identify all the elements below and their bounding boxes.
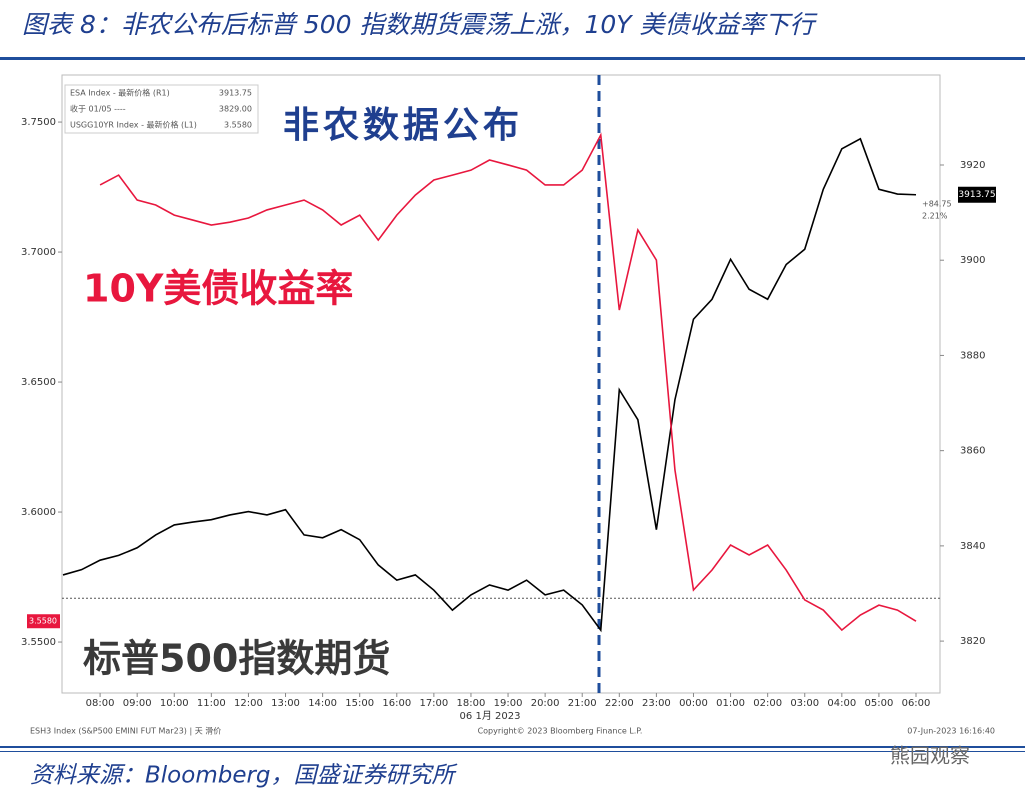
x-tick-label: 17:00 bbox=[419, 698, 448, 709]
date-label: 06 1月 2023 bbox=[460, 710, 521, 722]
legend-value: 3829.00 bbox=[219, 105, 252, 114]
footer-rule bbox=[0, 751, 1025, 752]
x-tick-label: 02:00 bbox=[753, 698, 782, 709]
annotation: 标普500指数期货 bbox=[83, 637, 390, 681]
x-tick-label: 12:00 bbox=[234, 698, 263, 709]
x-tick-label: 00:00 bbox=[679, 698, 708, 709]
title-rule bbox=[0, 57, 1025, 60]
x-tick-label: 09:00 bbox=[123, 698, 152, 709]
y2-tick-label: 3880 bbox=[960, 350, 985, 361]
last-tag bbox=[27, 614, 60, 629]
x-tick-label: 13:00 bbox=[271, 698, 300, 709]
annotation: 10Y美债收益率 bbox=[83, 267, 353, 311]
x-tick-label: 16:00 bbox=[382, 698, 411, 709]
series-line bbox=[99, 132, 917, 632]
legend bbox=[64, 84, 259, 134]
y2-tick-label: 3900 bbox=[960, 255, 985, 266]
x-tick-label: 23:00 bbox=[642, 698, 671, 709]
plot-frame bbox=[61, 74, 941, 694]
series-line bbox=[62, 137, 917, 633]
y2-tick-label: 3820 bbox=[960, 636, 985, 647]
x-tick-label: 01:00 bbox=[716, 698, 745, 709]
x-tick-label: 21:00 bbox=[568, 698, 597, 709]
footer-right: 07-Jun-2023 16:16:40 bbox=[907, 727, 995, 736]
footer-center: Copyright© 2023 Bloomberg Finance L.P. bbox=[478, 727, 643, 736]
y-tick-label: 3.6500 bbox=[21, 377, 56, 388]
x-tick-label: 05:00 bbox=[864, 698, 893, 709]
x-tick-label: 10:00 bbox=[160, 698, 189, 709]
y2-tick-label: 3920 bbox=[960, 160, 985, 171]
y-tick-label: 3.6000 bbox=[21, 507, 56, 518]
legend-label: ESA Index - 最新价格 (R1) bbox=[70, 88, 170, 98]
x-tick-label: 08:00 bbox=[86, 698, 115, 709]
source: 资料来源：Bloomberg，国盛证券研究所 bbox=[30, 763, 458, 789]
change: +84.75 bbox=[922, 200, 952, 209]
legend-label: 收于 01/05 ---- bbox=[70, 104, 126, 114]
legend-label: USGG10YR Index - 最新价格 (L1) bbox=[70, 120, 197, 130]
footer-left: ESH3 Index (S&P500 EMINI FUT Mar23) | 天 … bbox=[30, 726, 221, 736]
y-tick-label: 3.7500 bbox=[21, 117, 56, 128]
x-tick-label: 15:00 bbox=[345, 698, 374, 709]
y-tick-label: 3.7000 bbox=[21, 247, 56, 258]
change-pct: 2.21% bbox=[922, 212, 948, 221]
watermark: 熊园观察 bbox=[890, 744, 970, 768]
x-tick-label: 14:00 bbox=[308, 698, 337, 709]
last-tag-label: 3.5580 bbox=[29, 617, 57, 626]
y2-tick-label: 3860 bbox=[960, 446, 985, 457]
last-tag bbox=[958, 186, 996, 203]
x-tick-label: 18:00 bbox=[457, 698, 486, 709]
footer-rule bbox=[0, 746, 1025, 748]
page-title: 图表 8：非农公布后标普 500 指数期货震荡上涨，10Y 美债收益率下行 bbox=[22, 10, 818, 39]
x-tick-label: 11:00 bbox=[197, 698, 226, 709]
legend-value: 3913.75 bbox=[219, 89, 252, 98]
legend-value: 3.5580 bbox=[224, 121, 252, 130]
x-tick-label: 20:00 bbox=[531, 698, 560, 709]
annotation: 非农数据公布 bbox=[283, 105, 523, 146]
y2-tick-label: 3840 bbox=[960, 541, 985, 552]
x-tick-label: 04:00 bbox=[827, 698, 856, 709]
x-tick-label: 06:00 bbox=[902, 698, 931, 709]
x-tick-label: 19:00 bbox=[494, 698, 523, 709]
y-tick-label: 3.5500 bbox=[21, 637, 56, 648]
x-tick-label: 03:00 bbox=[790, 698, 819, 709]
x-tick-label: 22:00 bbox=[605, 698, 634, 709]
last-tag-label: 3913.75 bbox=[958, 190, 995, 200]
